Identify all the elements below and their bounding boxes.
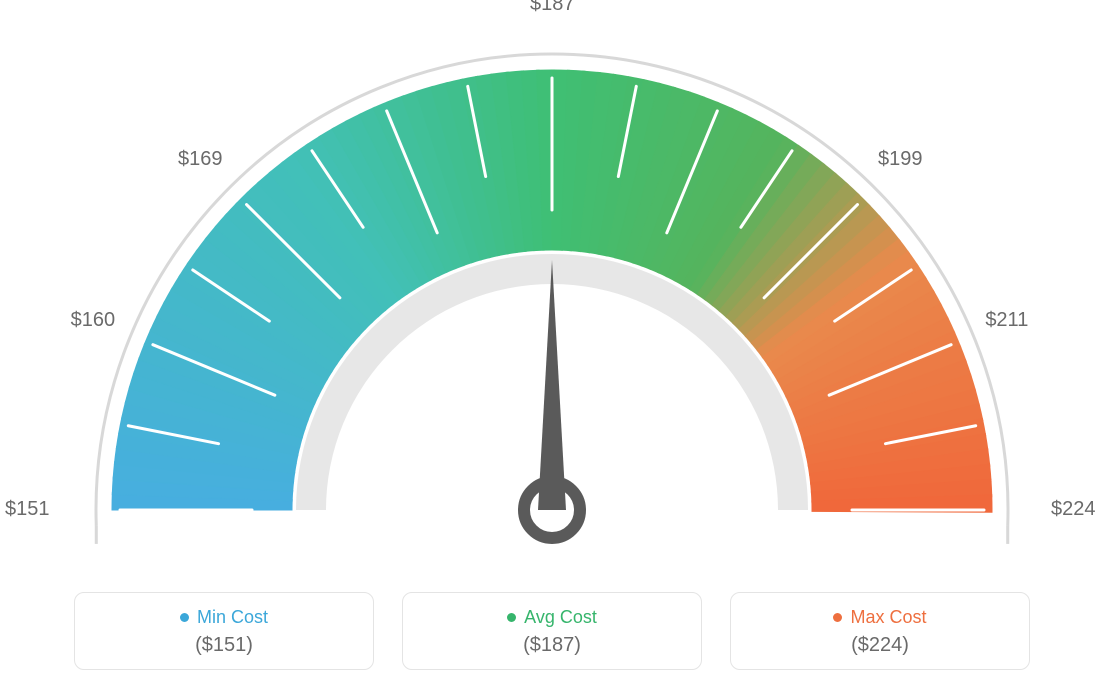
gauge-tick-label: $224	[1051, 498, 1096, 521]
gauge-tick-label: $199	[878, 148, 923, 171]
gauge-tick-label: $151	[5, 498, 50, 521]
gauge-tick-label: $211	[985, 309, 1028, 332]
legend-max-label: Max Cost	[850, 607, 926, 628]
legend-avg-value: ($187)	[413, 634, 691, 657]
gauge-tick-label: $187	[530, 0, 575, 16]
dot-icon	[507, 613, 516, 622]
cost-gauge: $151$160$169$187$199$211$224	[52, 10, 1052, 570]
legend-card-min: Min Cost ($151)	[74, 592, 374, 670]
legend-min-value: ($151)	[85, 634, 363, 657]
dot-icon	[833, 613, 842, 622]
legend-card-avg: Avg Cost ($187)	[402, 592, 702, 670]
gauge-tick-label: $160	[71, 309, 116, 332]
dot-icon	[180, 613, 189, 622]
legend-avg-label: Avg Cost	[524, 607, 597, 628]
gauge-tick-label: $169	[178, 148, 223, 171]
legend-card-max: Max Cost ($224)	[730, 592, 1030, 670]
legend-row: Min Cost ($151) Avg Cost ($187) Max Cost…	[0, 592, 1104, 670]
legend-max-value: ($224)	[741, 634, 1019, 657]
legend-min-label: Min Cost	[197, 607, 268, 628]
